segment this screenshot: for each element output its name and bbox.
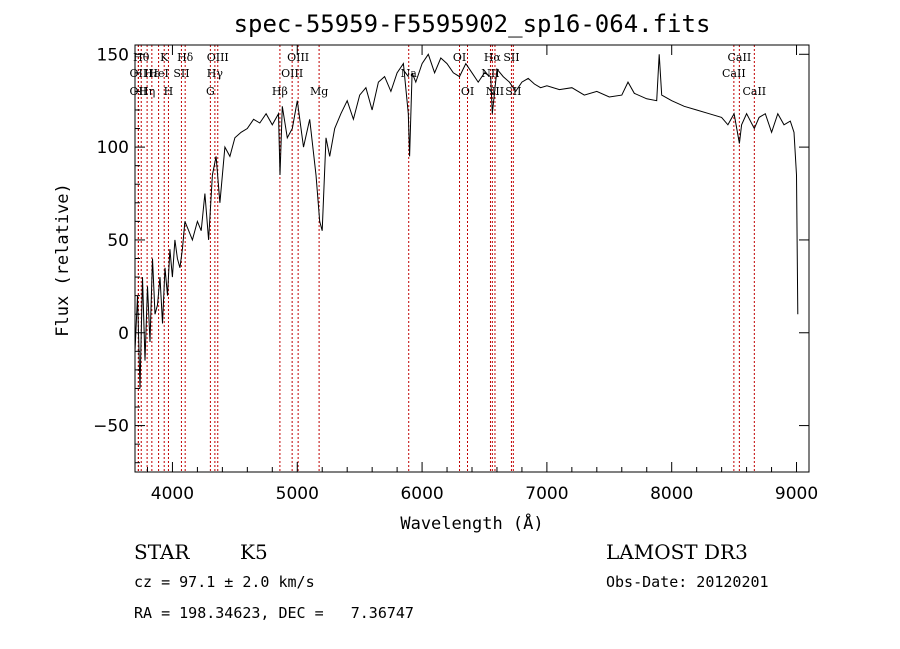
x-tick-label-5: 9000: [775, 484, 818, 504]
plot-area-frame: [134, 44, 810, 473]
line-label-18: OI: [453, 51, 466, 64]
x-axis-label: Wavelength (Å): [400, 512, 543, 534]
y-tick-label-2: 50: [107, 231, 129, 251]
obs-date: Obs-Date: 20120201: [606, 573, 769, 591]
y-axis-ticks: −50 0 50 100 150: [93, 45, 809, 464]
line-label-1: OII: [130, 67, 148, 80]
line-label-10: G: [206, 85, 215, 98]
x-axis-ticks: 4000 5000 6000 7000 8000 9000: [146, 45, 818, 504]
line-label-26: CaII: [728, 51, 752, 64]
line-label-3: Hη: [139, 85, 155, 98]
line-label-15: OIII: [287, 51, 309, 64]
object-class: STAR: [134, 540, 190, 564]
y-tick-label-1: 0: [118, 324, 129, 344]
line-label-7: H: [164, 85, 174, 98]
x-tick-label-4: 8000: [650, 484, 693, 504]
survey-name: LAMOST DR3: [606, 540, 748, 564]
line-label-13: Hβ: [272, 85, 288, 98]
chart-title: spec-55959-F5595902_sp16-064.fits: [234, 10, 711, 38]
flux-series-line: [134, 53, 799, 389]
line-label-6: K: [160, 51, 169, 64]
line-label-0: Hθ: [133, 51, 150, 64]
coordinates: RA = 198.34623, DEC = 7.36747: [134, 604, 414, 622]
line-label-4: Hε: [144, 67, 160, 80]
redshift-text: cz = 97.1 ± 2.0 km/s: [134, 573, 315, 591]
x-tick-label-2: 6000: [400, 484, 443, 504]
line-label-5: HeI: [148, 67, 168, 80]
line-label-12: OIII: [207, 51, 229, 64]
y-tick-label-0: −50: [93, 417, 129, 437]
spectral-line-markers: [137, 45, 755, 472]
y-axis-label: Flux (relative): [53, 183, 73, 337]
x-tick-label-1: 5000: [276, 484, 319, 504]
line-label-16: Mg: [310, 85, 328, 98]
line-label-9: Hδ: [177, 51, 194, 64]
line-label-25: CaII: [722, 67, 746, 80]
line-label-20: NII: [481, 67, 499, 80]
spectral-line-labels: HθOIIOIIHηHεHeIKHSIIHδGHγOIIIHβOIIIOIIIM…: [130, 51, 767, 98]
x-tick-label-3: 7000: [525, 484, 568, 504]
line-label-19: OI: [461, 85, 474, 98]
line-label-21: Hα: [484, 51, 502, 64]
line-label-11: Hγ: [207, 67, 224, 80]
y-tick-label-4: 150: [97, 45, 129, 65]
line-label-14: OIII: [281, 67, 303, 80]
object-subclass: K5: [240, 540, 268, 564]
y-tick-label-3: 100: [97, 138, 129, 158]
line-label-23: SII: [503, 51, 519, 64]
x-tick-label-0: 4000: [151, 484, 194, 504]
line-label-27: CaII: [742, 85, 766, 98]
line-label-17: Na: [401, 67, 418, 80]
line-label-8: SII: [173, 67, 189, 80]
